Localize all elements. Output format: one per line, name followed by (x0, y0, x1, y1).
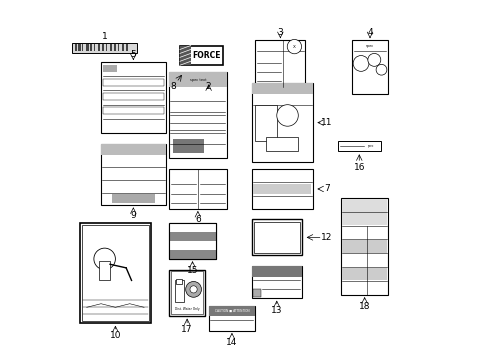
Bar (169, 72, 226, 87)
Bar (255, 105, 276, 140)
Text: 14: 14 (226, 338, 237, 347)
FancyBboxPatch shape (169, 223, 215, 259)
Bar (106, 44, 107, 51)
FancyBboxPatch shape (251, 169, 312, 209)
Circle shape (367, 53, 380, 66)
FancyBboxPatch shape (169, 270, 204, 316)
Bar (118, 44, 119, 51)
FancyBboxPatch shape (351, 40, 387, 94)
Bar (102, 44, 104, 51)
FancyBboxPatch shape (101, 144, 165, 205)
Text: 18: 18 (358, 302, 369, 311)
Bar (253, 184, 310, 194)
Bar (125, 44, 128, 51)
Bar (341, 199, 386, 225)
Text: 11: 11 (321, 118, 332, 127)
FancyBboxPatch shape (169, 72, 226, 158)
Text: 6: 6 (195, 215, 201, 224)
FancyBboxPatch shape (251, 83, 312, 162)
Bar (90, 44, 92, 51)
FancyBboxPatch shape (180, 45, 223, 65)
Bar (253, 289, 260, 297)
Circle shape (286, 40, 301, 54)
Bar (341, 268, 386, 280)
Text: 3: 3 (277, 28, 283, 37)
FancyBboxPatch shape (253, 222, 299, 253)
FancyBboxPatch shape (251, 266, 301, 298)
Text: 7: 7 (324, 184, 329, 193)
FancyBboxPatch shape (251, 220, 301, 255)
Bar (208, 306, 255, 316)
Bar (341, 240, 386, 253)
Circle shape (190, 286, 197, 293)
Text: 13: 13 (270, 306, 282, 315)
Text: 12: 12 (321, 233, 332, 242)
FancyBboxPatch shape (101, 62, 165, 134)
Bar (180, 45, 190, 65)
Text: 17: 17 (181, 325, 192, 334)
Circle shape (276, 105, 298, 126)
Text: FORCE: FORCE (191, 51, 220, 60)
Text: 16: 16 (353, 163, 364, 172)
Text: 2: 2 (205, 82, 211, 91)
Text: 5: 5 (130, 50, 136, 59)
Bar (112, 194, 155, 203)
FancyBboxPatch shape (171, 271, 203, 315)
FancyBboxPatch shape (255, 40, 305, 87)
Bar (101, 144, 165, 155)
Bar (174, 280, 183, 302)
Bar (114, 44, 116, 51)
Text: 8: 8 (169, 82, 175, 91)
Bar (176, 279, 182, 284)
Text: 1: 1 (102, 32, 107, 41)
FancyBboxPatch shape (341, 198, 387, 295)
Bar (78, 44, 81, 51)
Bar (169, 250, 215, 259)
Bar (82, 44, 83, 51)
Bar (110, 44, 112, 51)
Text: 9: 9 (130, 211, 136, 220)
Circle shape (185, 282, 201, 297)
Bar (102, 107, 163, 114)
FancyBboxPatch shape (169, 169, 226, 209)
Circle shape (94, 248, 115, 270)
Bar (98, 44, 100, 51)
Bar (102, 65, 117, 72)
Bar (169, 232, 215, 241)
Text: spec: spec (365, 44, 373, 48)
Bar (94, 44, 95, 51)
FancyBboxPatch shape (72, 42, 137, 53)
Text: Dist. Water Only: Dist. Water Only (174, 307, 199, 311)
FancyBboxPatch shape (80, 223, 151, 323)
Bar (251, 83, 312, 94)
FancyBboxPatch shape (81, 225, 149, 321)
Bar (169, 223, 215, 232)
Bar (102, 93, 163, 100)
Circle shape (375, 64, 386, 75)
Bar (251, 266, 301, 277)
Text: 4: 4 (366, 28, 372, 37)
Bar (169, 241, 215, 250)
Bar (99, 261, 110, 280)
Text: spec: spec (367, 144, 373, 148)
FancyBboxPatch shape (337, 140, 380, 151)
Text: CAUTION ■ ATTENTION: CAUTION ■ ATTENTION (214, 309, 249, 312)
Bar (74, 44, 77, 51)
Bar (86, 44, 88, 51)
Bar (172, 139, 204, 153)
Bar (122, 44, 124, 51)
FancyBboxPatch shape (208, 306, 255, 330)
Bar (102, 78, 163, 86)
Circle shape (352, 55, 368, 71)
Text: X: X (292, 45, 295, 49)
Text: spec text: spec text (189, 78, 206, 82)
Text: 15: 15 (186, 266, 198, 275)
Bar (265, 137, 298, 151)
Text: 10: 10 (109, 332, 121, 341)
